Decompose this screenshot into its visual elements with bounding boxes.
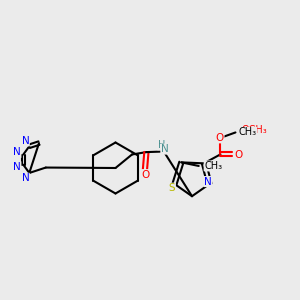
Text: O: O (234, 150, 242, 160)
Text: O: O (216, 133, 224, 143)
Text: O: O (141, 169, 150, 180)
Text: CH₃: CH₃ (238, 128, 256, 137)
Text: N: N (13, 148, 21, 158)
Text: CH₃: CH₃ (204, 161, 222, 171)
Text: N: N (22, 173, 29, 183)
Text: N: N (161, 144, 169, 154)
Text: S: S (169, 183, 175, 193)
Text: N: N (22, 136, 29, 146)
Text: N: N (13, 162, 21, 172)
Text: N: N (204, 177, 212, 187)
Text: OCH₃: OCH₃ (242, 125, 267, 135)
Text: H: H (158, 140, 165, 150)
